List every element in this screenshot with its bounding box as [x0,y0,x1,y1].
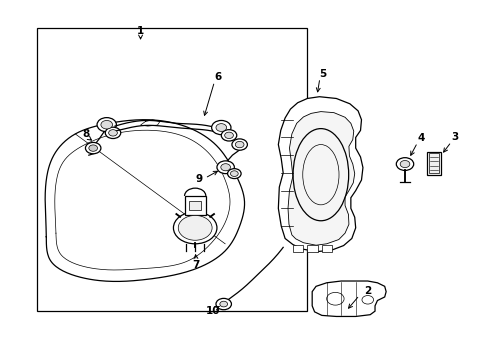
Bar [292,245,303,252]
Circle shape [235,141,244,148]
Circle shape [178,215,212,240]
Circle shape [105,127,121,139]
Text: 2: 2 [364,285,371,296]
Polygon shape [311,281,386,316]
Text: 7: 7 [192,260,200,270]
Circle shape [101,121,112,129]
Text: 6: 6 [214,72,221,82]
Circle shape [224,132,233,139]
Bar [428,153,438,173]
Circle shape [326,292,344,305]
Text: 8: 8 [82,129,89,139]
Circle shape [361,296,373,304]
Circle shape [85,143,101,154]
Bar [321,245,332,252]
Circle shape [220,301,227,307]
Circle shape [399,161,409,168]
Circle shape [216,123,226,131]
Text: 9: 9 [195,174,202,184]
Circle shape [89,145,97,151]
Circle shape [231,139,247,150]
Circle shape [217,161,234,174]
Circle shape [108,130,117,136]
Circle shape [230,171,238,176]
Circle shape [395,158,413,170]
Polygon shape [287,112,354,245]
Bar [189,201,201,210]
Circle shape [211,121,230,135]
Text: 4: 4 [416,133,424,143]
Bar [37,28,307,311]
Text: 10: 10 [205,306,220,316]
Circle shape [97,118,116,132]
Bar [307,245,317,252]
Text: 3: 3 [451,132,458,143]
Circle shape [221,130,236,141]
Polygon shape [278,97,362,252]
Text: 5: 5 [319,69,326,79]
Text: 1: 1 [137,26,144,36]
Bar [427,152,440,175]
Circle shape [173,212,217,244]
Circle shape [227,168,241,179]
Circle shape [221,164,230,171]
Circle shape [216,298,231,310]
Bar [184,196,205,215]
